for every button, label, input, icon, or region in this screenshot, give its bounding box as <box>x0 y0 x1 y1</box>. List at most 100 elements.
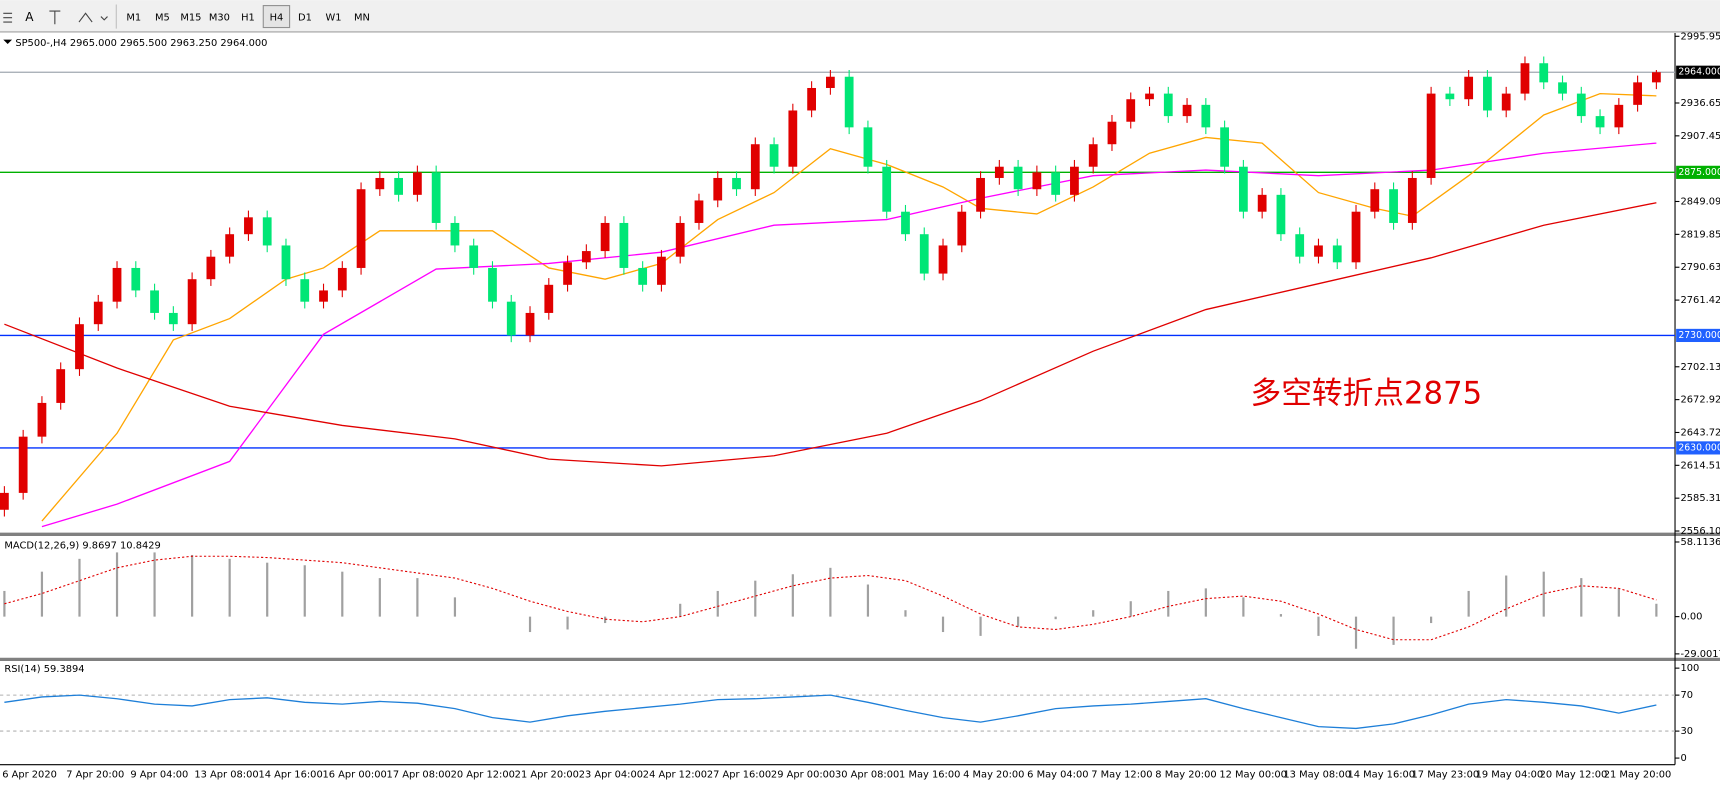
candle-body <box>1407 177 1417 223</box>
macd-bar <box>716 590 719 617</box>
candle-body <box>1013 166 1023 190</box>
macd-bar <box>266 562 269 617</box>
x-tick-label: 29 Apr 00:00 <box>771 770 835 781</box>
y-tick-label: 2585.310 <box>1681 493 1720 504</box>
macd-bar <box>1467 590 1470 617</box>
candle-body <box>825 76 835 88</box>
x-tick-label: 20 May 12:00 <box>1540 770 1608 781</box>
candle-body <box>1107 121 1117 145</box>
moving-average <box>4 202 1657 467</box>
candle-body <box>882 166 892 212</box>
macd-bar <box>1317 616 1320 636</box>
timeframe-label[interactable]: MN <box>354 13 370 24</box>
y-tick-label: 30 <box>1681 726 1694 737</box>
candle-body <box>1163 93 1173 117</box>
candle-body <box>206 256 216 280</box>
y-tick-label: 0.00 <box>1681 612 1703 623</box>
candle-body <box>75 324 84 370</box>
candle-body <box>1088 144 1098 167</box>
timeframe-label[interactable]: M30 <box>209 13 230 24</box>
candle-body <box>901 211 910 235</box>
macd-bar <box>1392 616 1395 645</box>
candle-body <box>356 189 366 268</box>
timeframe-label[interactable]: M5 <box>155 13 170 24</box>
rsi-line <box>4 694 1657 730</box>
horizontal-line-tag <box>1676 328 1720 343</box>
candle-body <box>93 301 103 325</box>
x-tick-label: 7 May 12:00 <box>1091 770 1152 781</box>
y-tick-label: 2849.090 <box>1681 196 1720 207</box>
candle-body <box>675 222 685 257</box>
icon-list[interactable] <box>3 12 13 23</box>
y-tick-label: 70 <box>1681 690 1694 701</box>
x-tick-label: 13 Apr 08:00 <box>194 770 258 781</box>
x-tick-label: 21 May 20:00 <box>1604 770 1672 781</box>
candle-body <box>1032 172 1042 190</box>
macd-bar <box>1430 616 1433 624</box>
candle-body <box>1332 245 1342 263</box>
x-tick-label: 13 May 08:00 <box>1283 770 1351 781</box>
x-tick-label: 23 Apr 04:00 <box>579 770 643 781</box>
candle-body <box>938 245 948 274</box>
macd-bar <box>40 571 44 617</box>
y-tick-label: 2995.950 <box>1681 31 1720 42</box>
candle-body <box>469 245 479 268</box>
macd-bar <box>754 580 757 617</box>
y-tick-label: 2819.855 <box>1681 229 1720 240</box>
candle-body <box>1276 194 1286 235</box>
candle-body <box>319 290 328 302</box>
icon-shapes[interactable] <box>78 12 93 23</box>
candle-body <box>788 110 798 167</box>
candle-body <box>525 312 535 336</box>
candle-body <box>1445 93 1455 100</box>
timeframe-label[interactable]: H4 <box>270 13 284 24</box>
candle-body <box>807 87 816 111</box>
candle-body <box>638 267 648 285</box>
candle-body <box>976 177 985 212</box>
annotation: 多空转折点2875 <box>1251 376 1483 412</box>
timeframe-button[interactable] <box>262 5 291 29</box>
candle-body <box>713 177 723 201</box>
timeframe-label[interactable]: M1 <box>126 13 141 24</box>
y-tick-label: 2672.925 <box>1681 395 1720 406</box>
candle-body <box>544 284 554 313</box>
macd-bar <box>904 610 907 617</box>
timeframe-label[interactable]: M15 <box>180 13 201 24</box>
candle-body <box>337 267 347 291</box>
candle-body <box>1426 93 1436 178</box>
macd-bar <box>1242 597 1245 617</box>
candle-body <box>581 251 591 263</box>
y-tick-label: 100 <box>1681 663 1700 674</box>
macd-bar <box>416 578 419 617</box>
x-tick-label: 9 Apr 04:00 <box>130 770 188 781</box>
candle-body <box>281 245 291 280</box>
toolbar <box>0 0 1720 32</box>
macd-bar <box>1204 588 1207 617</box>
x-tick-label: 14 Apr 16:00 <box>258 770 322 781</box>
timeframe-label[interactable]: H1 <box>241 13 255 24</box>
icon-label[interactable] <box>49 10 61 25</box>
x-tick-label: 27 Apr 16:00 <box>707 770 771 781</box>
candle-body <box>262 217 272 246</box>
icon-dropdown[interactable] <box>100 16 108 21</box>
candle-body <box>300 279 310 302</box>
candle-body <box>863 127 873 167</box>
candle-body <box>1464 76 1474 100</box>
macd-bar <box>941 616 945 633</box>
x-tick-label: 17 May 23:00 <box>1412 770 1480 781</box>
macd-signal <box>4 555 1657 641</box>
macd-bar <box>341 571 344 617</box>
x-tick-label: 16 Apr 00:00 <box>323 770 387 781</box>
timeframe-label[interactable]: W1 <box>325 13 341 24</box>
candle-body <box>488 267 497 302</box>
timeframe-bar: M1 M5 M15 M30 H1 H4 D1 W1 MN <box>126 5 370 29</box>
x-tick-label: 4 May 20:00 <box>963 770 1024 781</box>
macd-bar <box>1617 588 1620 617</box>
x-tick-label: 12 May 00:00 <box>1219 770 1287 781</box>
icon-text[interactable]: A <box>25 10 34 24</box>
macd-bar <box>791 574 794 617</box>
candle-body <box>431 172 441 223</box>
timeframe-label[interactable]: D1 <box>298 13 312 24</box>
